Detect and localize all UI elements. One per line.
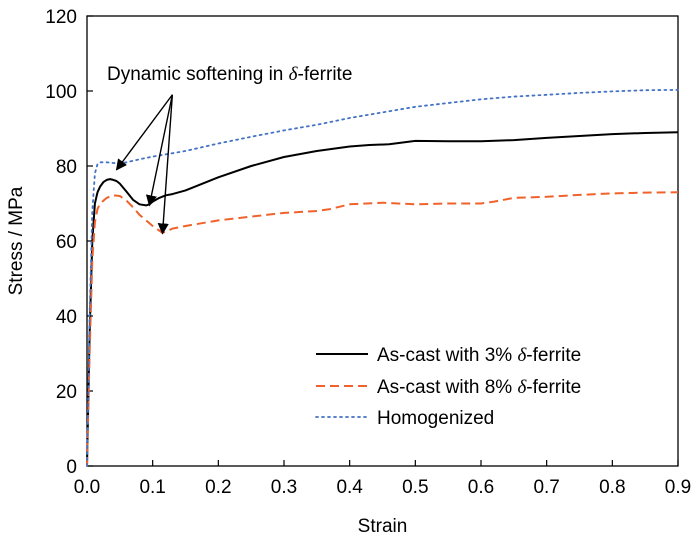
annotation: Dynamic softening in δ-ferrite [107, 64, 352, 235]
x-axis: 0.0 0.1 0.2 0.3 0.4 0.5 0.6 0.7 0.8 0.9 [74, 460, 691, 498]
series-line-0 [86, 131, 679, 467]
legend-label-0: As-cast with 3% δ-ferrite [377, 345, 581, 366]
annotation-text-symbol: δ [289, 64, 299, 85]
series-line-1 [86, 191, 679, 467]
y-axis: 0 20 40 60 80 100 120 [45, 7, 93, 478]
x-tick-label: 0.8 [599, 477, 625, 498]
x-tick-label: 0.2 [205, 477, 231, 498]
y-tick-label: 20 [56, 382, 77, 403]
legend-label-symbol: δ [517, 345, 527, 366]
annotation-text-suffix: -ferrite [298, 64, 353, 85]
x-tick-label: 0.9 [665, 477, 691, 498]
x-tick-label: 0.4 [336, 477, 363, 498]
y-tick-label: 40 [56, 307, 77, 328]
x-tick-label: 0.5 [402, 477, 428, 498]
x-axis-title: Strain [358, 516, 408, 537]
legend-label-prefix: As-cast with 3% [377, 345, 517, 366]
y-tick-label: 0 [66, 457, 77, 478]
annotation-arrow-0 [115, 94, 173, 171]
y-tick-label: 80 [56, 157, 77, 178]
legend-label-prefix: As-cast with 8% [377, 377, 517, 398]
x-tick-label: 0.0 [74, 477, 100, 498]
legend-label-suffix: -ferrite [526, 377, 581, 398]
annotation-text: Dynamic softening in δ-ferrite [107, 64, 352, 85]
y-tick-label: 120 [45, 7, 77, 28]
annotation-text-prefix: Dynamic softening in [107, 64, 289, 85]
y-tick-label: 100 [45, 82, 77, 103]
y-tick-label: 60 [56, 232, 77, 253]
annotation-arrow-1 [145, 94, 174, 207]
y-axis-title: Stress / MPa [6, 186, 27, 295]
x-tick-label: 0.6 [468, 477, 494, 498]
legend-label-1: As-cast with 8% δ-ferrite [377, 377, 581, 398]
legend-label-suffix: -ferrite [526, 345, 581, 366]
legend-label-symbol: δ [517, 377, 527, 398]
series-layer [86, 89, 679, 467]
legend-label-2: Homogenized [377, 408, 494, 429]
x-tick-label: 0.1 [139, 477, 165, 498]
x-tick-label: 0.3 [271, 477, 297, 498]
annotation-arrow-2 [157, 94, 174, 235]
x-tick-label: 0.7 [533, 477, 559, 498]
